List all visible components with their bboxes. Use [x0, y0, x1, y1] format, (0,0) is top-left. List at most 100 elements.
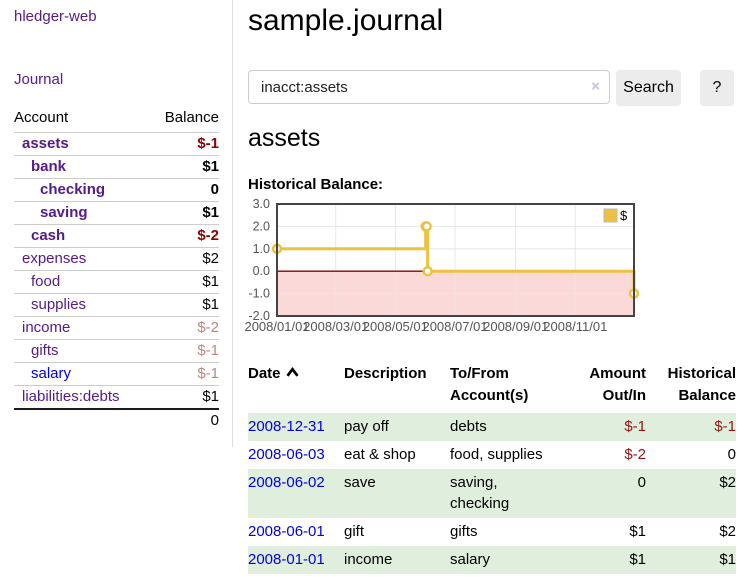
transaction-description: pay off [344, 418, 389, 435]
register-row: 2008-06-03 eat & shop food, supplies $-2… [248, 441, 736, 469]
transaction-balance: 0 [727, 446, 736, 463]
register-row: 2008-12-31 pay off debts $-1 $-1 [248, 413, 736, 441]
account-balance: $1 [149, 201, 219, 225]
register-header-row: Date Description To/From Account(s) Amou… [248, 361, 736, 413]
register-col-date-label: Date [248, 365, 281, 382]
svg-text:$: $ [620, 208, 628, 223]
account-balance: $1 [149, 155, 219, 179]
account-balance: $1 [149, 293, 219, 317]
account-balance: $-2 [149, 316, 219, 340]
account-link-bank[interactable]: bank [31, 158, 67, 175]
account-heading: assets [248, 124, 321, 152]
transaction-date-link[interactable]: 2008-06-03 [248, 446, 325, 463]
transaction-amount: 0 [637, 474, 646, 491]
register-col-date[interactable]: Date [248, 361, 344, 413]
account-link-food[interactable]: food [31, 273, 61, 290]
svg-text:2008/03/01: 2008/03/01 [303, 319, 368, 334]
historical-balance-chart[interactable]: $3.0 2.0 1.0 0.0 -1.0 -2.0 2008/01/01 2008/03/0… [244, 197, 737, 343]
transaction-date-link[interactable]: 2008-12-31 [248, 418, 325, 435]
transaction-amount: $-1 [624, 418, 646, 435]
transaction-balance: $2 [719, 474, 736, 491]
account-link-income[interactable]: income [22, 319, 71, 336]
svg-text:-2.0: -2.0 [248, 309, 270, 323]
register-col-accounts: To/From Account(s) [450, 365, 529, 404]
account-balance: $1 [149, 385, 219, 410]
register-col-description: Description [344, 365, 427, 382]
account-link-supplies[interactable]: supplies [31, 296, 87, 313]
account-balance: $1 [149, 270, 219, 294]
account-link-checking[interactable]: checking [40, 181, 106, 198]
transaction-amount: $1 [629, 523, 646, 540]
search-input[interactable] [248, 70, 610, 104]
sort-ascending-icon [285, 363, 299, 385]
register-col-amount: Amount Out/In [589, 365, 646, 404]
account-row-expenses: expenses $2 [14, 247, 219, 271]
svg-text:2008/11/01: 2008/11/01 [543, 319, 607, 334]
account-balance: $-1 [149, 132, 219, 156]
transaction-amount: $-2 [624, 446, 646, 463]
account-row-liabilities-debts: liabilities:debts $1 [14, 385, 219, 410]
accounts-header-row: Account Balance [14, 105, 219, 133]
account-row-food: food $1 [14, 270, 219, 294]
transaction-description: eat & shop [344, 446, 416, 463]
account-balance: $-1 [149, 339, 219, 363]
transaction-date-link[interactable]: 2008-06-02 [248, 474, 325, 491]
accounts-col-balance: Balance [149, 105, 219, 133]
svg-text:2008/01/01: 2008/01/01 [244, 319, 309, 334]
sidebar: hledger-web Journal Account Balance asse… [0, 0, 233, 447]
transaction-date-link[interactable]: 2008-01-01 [248, 551, 325, 568]
svg-text:3.0: 3.0 [253, 197, 270, 211]
account-link-salary[interactable]: salary [31, 365, 72, 382]
transaction-description: save [344, 474, 376, 491]
account-link-expenses[interactable]: expenses [22, 250, 87, 267]
transaction-accounts: salary [450, 551, 491, 568]
account-row-salary: salary $-1 [14, 362, 219, 386]
account-link-liabilities-debts[interactable]: liabilities:debts [22, 388, 120, 405]
svg-text:2008/07/01: 2008/07/01 [422, 319, 487, 334]
register-row: 2008-06-02 save saving, checking 0 $2 [248, 469, 736, 518]
help-button[interactable]: ? [700, 70, 734, 106]
main-content: sample.journal × Search ? assets Histori… [244, 0, 737, 574]
register-row: 2008-06-01 gift gifts $1 $2 [248, 518, 736, 546]
account-row-income: income $-2 [14, 316, 219, 340]
transaction-accounts: gifts [450, 523, 478, 540]
transaction-description: gift [344, 523, 365, 540]
account-link-saving[interactable]: saving [40, 204, 88, 221]
account-link-gifts[interactable]: gifts [31, 342, 59, 359]
accounts-col-account: Account [14, 105, 150, 133]
svg-text:-1.0: -1.0 [248, 287, 270, 301]
transaction-accounts: debts [450, 418, 487, 435]
search-box: × [248, 70, 610, 104]
account-row-supplies: supplies $1 [14, 293, 219, 317]
search-button[interactable]: Search [616, 70, 681, 106]
svg-text:1.0: 1.0 [253, 242, 270, 256]
account-balance: $-2 [149, 224, 219, 248]
transaction-balance: $2 [719, 523, 736, 540]
account-balance: 0 [149, 178, 219, 202]
search-bar: × Search ? [248, 70, 737, 106]
account-row-gifts: gifts $-1 [14, 339, 219, 363]
clear-search-icon[interactable]: × [591, 78, 600, 95]
account-link-cash[interactable]: cash [31, 227, 66, 244]
transaction-accounts: food, supplies [450, 446, 543, 463]
chart-title: Historical Balance: [248, 176, 384, 193]
transaction-description: income [344, 551, 393, 568]
svg-text:2.0: 2.0 [253, 219, 270, 233]
accounts-total-balance: 0 [149, 408, 219, 432]
svg-text:0.0: 0.0 [253, 264, 270, 278]
nav-journal-link[interactable]: Journal [14, 71, 64, 88]
account-row-checking: checking 0 [14, 178, 219, 202]
account-row-saving: saving $1 [14, 201, 219, 225]
accounts-total-row: 0 [14, 408, 219, 432]
page-title: sample.journal [248, 4, 444, 37]
account-balance: $-1 [149, 362, 219, 386]
register-col-balance: Historical Balance [667, 365, 736, 404]
account-row-cash: cash $-2 [14, 224, 219, 248]
accounts-table: Account Balance assets $-1 bank $1 check… [14, 105, 219, 432]
transaction-accounts: saving, checking [450, 474, 510, 512]
account-link-assets[interactable]: assets [22, 135, 69, 152]
account-balance: $2 [149, 247, 219, 271]
transaction-date-link[interactable]: 2008-06-01 [248, 523, 325, 540]
app-brand-link[interactable]: hledger-web [14, 8, 97, 25]
transaction-balance: $1 [719, 551, 736, 568]
